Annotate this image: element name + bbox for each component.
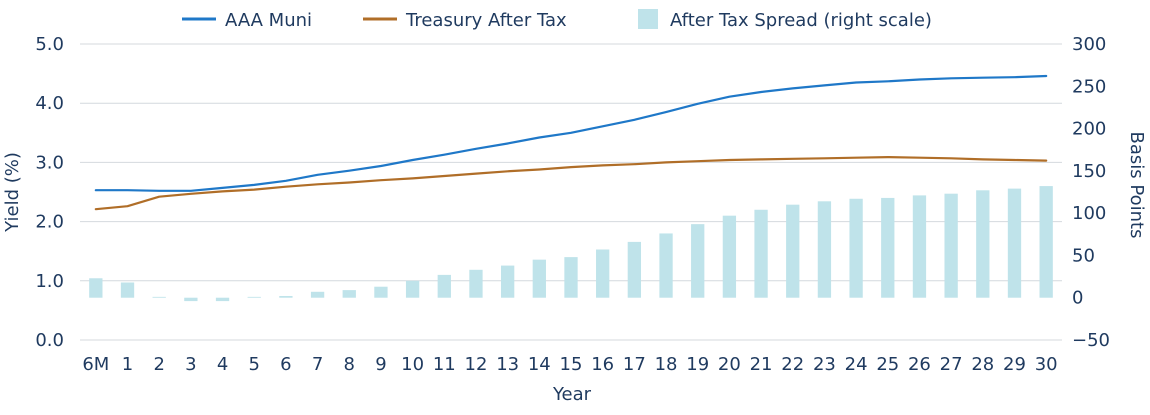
x-tick-label: 7 bbox=[312, 354, 323, 375]
yield-lines bbox=[94, 74, 1048, 211]
y-tick-label: 0.0 bbox=[35, 330, 64, 351]
spread-bar bbox=[89, 278, 103, 298]
y2-tick-label: 150 bbox=[1072, 161, 1106, 182]
x-tick-label: 19 bbox=[686, 354, 709, 375]
spread-bar bbox=[184, 297, 198, 302]
x-tick-label: 10 bbox=[401, 354, 424, 375]
spread-bar bbox=[912, 195, 927, 298]
spread-bar bbox=[1039, 186, 1053, 298]
y-tick-label: 4.0 bbox=[35, 93, 64, 114]
x-tick-label: 11 bbox=[433, 354, 456, 375]
spread-bar bbox=[120, 282, 135, 298]
legend-label: After Tax Spread (right scale) bbox=[670, 10, 932, 31]
spread-bar bbox=[215, 297, 230, 302]
y2-tick-label: 100 bbox=[1072, 203, 1106, 224]
spread-bar bbox=[469, 269, 483, 298]
x-tick-label: 9 bbox=[375, 354, 386, 375]
gridlines bbox=[80, 43, 1062, 341]
spread-bar bbox=[944, 193, 958, 298]
y-tick-label: 5.0 bbox=[35, 34, 64, 55]
x-tick-label: 5 bbox=[248, 354, 259, 375]
x-tick-label: 1 bbox=[122, 354, 133, 375]
spread-bar bbox=[532, 259, 546, 298]
left-y-axis: 0.0 1.0 2.0 3.0 4.0 5.0 bbox=[35, 34, 64, 351]
y2-tick-label: 250 bbox=[1072, 76, 1106, 97]
y2-tick-label: 50 bbox=[1072, 245, 1095, 266]
spread-bar bbox=[310, 291, 325, 298]
y2-tick-label: 300 bbox=[1072, 34, 1106, 55]
x-tick-label: 24 bbox=[845, 354, 868, 375]
spread-bar bbox=[247, 296, 261, 298]
x-tick-label: 27 bbox=[940, 354, 963, 375]
y2-tick-label: 200 bbox=[1072, 119, 1106, 140]
spread-bars bbox=[89, 186, 1053, 302]
x-tick-label: 6 bbox=[280, 354, 291, 375]
x-tick-label: 15 bbox=[560, 354, 583, 375]
x-tick-label: 25 bbox=[876, 354, 899, 375]
right-y-axis: −50 0 50 100 150 200 250 300 bbox=[1072, 34, 1110, 351]
legend-label: AAA Muni bbox=[225, 10, 312, 31]
x-tick-label: 2 bbox=[153, 354, 164, 375]
x-tick-label: 4 bbox=[217, 354, 228, 375]
spread-bar bbox=[881, 197, 895, 298]
spread-bar bbox=[564, 257, 578, 298]
x-tick-label: 23 bbox=[813, 354, 836, 375]
x-tick-label: 20 bbox=[718, 354, 741, 375]
spread-bar bbox=[342, 290, 356, 298]
spread-bar bbox=[152, 296, 166, 298]
legend-label: Treasury After Tax bbox=[405, 10, 567, 31]
x-tick-label: 13 bbox=[496, 354, 519, 375]
x-tick-label: 28 bbox=[971, 354, 994, 375]
spread-bar bbox=[817, 201, 832, 298]
spread-bar bbox=[976, 190, 990, 298]
y-tick-label: 1.0 bbox=[35, 271, 64, 292]
aaa-muni-line bbox=[94, 74, 1048, 192]
spread-bar bbox=[596, 249, 610, 298]
treasury-after-tax-line bbox=[94, 156, 1048, 211]
x-tick-label: 22 bbox=[781, 354, 804, 375]
x-tick-label: 12 bbox=[465, 354, 488, 375]
x-tick-label: 21 bbox=[750, 354, 773, 375]
x-tick-label: 8 bbox=[344, 354, 355, 375]
spread-bar bbox=[405, 280, 420, 298]
spread-bar bbox=[627, 241, 642, 298]
spread-bar bbox=[722, 215, 737, 298]
x-axis-title: Year bbox=[552, 384, 592, 405]
y-tick-label: 3.0 bbox=[35, 152, 64, 173]
spread-bar bbox=[754, 209, 768, 298]
spread-bar bbox=[849, 198, 863, 298]
spread-bar bbox=[691, 224, 705, 298]
y2-axis-title: Basis Points bbox=[1126, 132, 1147, 239]
spread-bar bbox=[659, 233, 673, 298]
legend: AAA Muni Treasury After Tax After Tax Spre… bbox=[182, 9, 932, 31]
y-axis-title: Yield (%) bbox=[2, 152, 23, 233]
spread-bar bbox=[1007, 188, 1022, 298]
spread-bar bbox=[786, 204, 800, 298]
y2-tick-label: 0 bbox=[1072, 288, 1083, 309]
x-tick-label: 17 bbox=[623, 354, 646, 375]
x-tick-label: 18 bbox=[655, 354, 678, 375]
spread-bar bbox=[374, 286, 388, 298]
y-tick-label: 2.0 bbox=[35, 212, 64, 233]
x-tick-label: 30 bbox=[1035, 354, 1058, 375]
x-tick-label: 3 bbox=[185, 354, 196, 375]
spread-bar bbox=[437, 274, 451, 298]
y2-tick-label: −50 bbox=[1072, 330, 1110, 351]
x-axis: 6M 1 2 3 4 5 6 7 8 9 10 11 12 13 14 15 16 17 18 19 20 21 22 23 2… bbox=[82, 354, 1057, 375]
legend-swatch bbox=[638, 9, 658, 29]
spread-bar bbox=[500, 265, 515, 298]
x-tick-label: 14 bbox=[528, 354, 551, 375]
spread-bar bbox=[279, 296, 293, 298]
x-tick-label: 6M bbox=[82, 354, 109, 375]
x-tick-label: 29 bbox=[1003, 354, 1026, 375]
x-tick-label: 26 bbox=[908, 354, 931, 375]
x-tick-label: 16 bbox=[591, 354, 614, 375]
